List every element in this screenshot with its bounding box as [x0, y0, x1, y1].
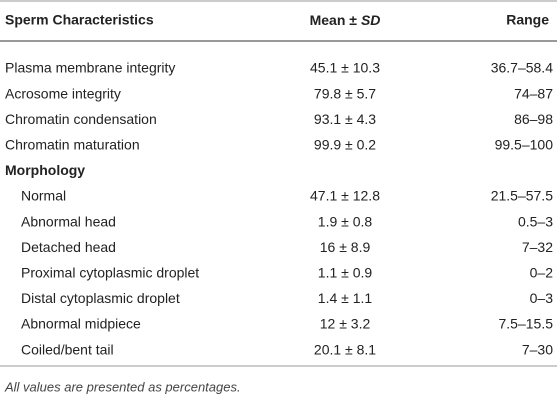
row-label: Coiled/bent tail [21, 341, 114, 357]
range-cell: 74–87 [514, 85, 553, 101]
mean-cell: 45.1 ± 10.3 [310, 60, 380, 76]
range-cell: 7–32 [522, 239, 553, 255]
range-cell: 0–3 [530, 290, 554, 306]
mean-cell: 16 ± 8.9 [320, 239, 371, 255]
range-cell: 21.5–57.5 [491, 188, 553, 204]
row-label: Acrosome integrity [5, 85, 121, 101]
header-text: Mean ± [310, 12, 358, 28]
mean-cell: 79.8 ± 5.7 [314, 85, 376, 101]
section-label: Morphology [5, 162, 85, 178]
range-cell: 99.5–100 [495, 137, 554, 153]
mean-cell: 1.1 ± 0.9 [318, 265, 373, 281]
row-label: Proximal cytoplasmic droplet [21, 265, 199, 281]
range-cell: 7–30 [522, 341, 553, 357]
range-cell: 0–2 [530, 265, 554, 281]
range-cell: 0.5–3 [518, 213, 553, 229]
header-cell: Range [506, 12, 549, 28]
mean-cell: 1.4 ± 1.1 [318, 290, 373, 306]
mean-cell: 47.1 ± 12.8 [310, 188, 380, 204]
mean-cell: 1.9 ± 0.8 [318, 213, 373, 229]
mean-cell: 12 ± 3.2 [320, 316, 371, 332]
header-cell: Mean ± SD [310, 12, 381, 28]
row-label: Normal [21, 188, 66, 204]
range-cell: 36.7–58.4 [491, 60, 553, 76]
row-label: Chromatin condensation [5, 111, 157, 127]
mean-cell: 99.9 ± 0.2 [314, 137, 376, 153]
row-label: Chromatin maturation [5, 137, 140, 153]
header-cell: Sperm Characteristics [5, 12, 154, 28]
header-text: SD [361, 12, 380, 28]
range-cell: 7.5–15.5 [499, 316, 554, 332]
mean-cell: 20.1 ± 8.1 [314, 341, 376, 357]
row-label: Abnormal midpiece [21, 316, 141, 332]
row-label: Plasma membrane integrity [5, 60, 175, 76]
table-note: All values are presented as percentages. [4, 379, 241, 394]
mean-cell: 93.1 ± 4.3 [314, 111, 376, 127]
range-cell: 86–98 [514, 111, 553, 127]
row-label: Detached head [21, 239, 116, 255]
row-label: Distal cytoplasmic droplet [21, 290, 180, 306]
row-label: Abnormal head [21, 213, 116, 229]
